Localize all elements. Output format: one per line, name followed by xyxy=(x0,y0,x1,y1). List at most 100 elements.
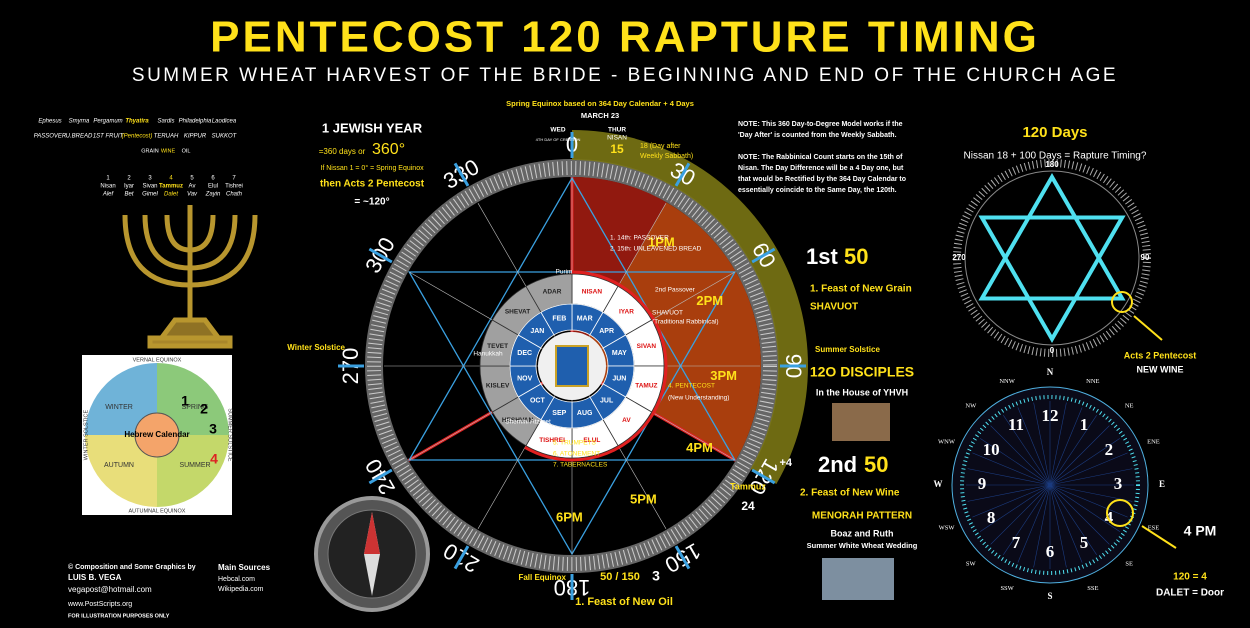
label: =360 days or xyxy=(319,147,366,156)
label: Dalet xyxy=(164,192,178,198)
label: 1 xyxy=(181,393,189,409)
label: SHAVUOT xyxy=(810,302,858,313)
label: 4. PENTECOST xyxy=(668,383,715,390)
label: SHEVAT xyxy=(505,308,530,315)
label: 90 xyxy=(1141,253,1150,262)
label: JAN xyxy=(530,328,544,335)
label: NW xyxy=(965,402,977,409)
label: Weekly Sabbath) xyxy=(640,153,693,160)
label: AV xyxy=(622,417,631,424)
label: 12 xyxy=(1042,406,1059,425)
label: 1st xyxy=(806,244,838,269)
label: LUIS B. VEGA xyxy=(68,573,122,582)
label: JUL xyxy=(600,397,614,404)
label: 4TH DAY OF CREATION xyxy=(536,137,581,142)
label: Winter Solstice xyxy=(287,343,345,352)
label: E xyxy=(1159,479,1165,489)
label: IYAR xyxy=(619,308,634,315)
label: APR xyxy=(599,328,614,335)
label: Nisan xyxy=(100,184,115,190)
label: AUG xyxy=(577,410,593,417)
label: MAR xyxy=(577,316,593,323)
label: NNE xyxy=(1086,378,1099,385)
label: AUTUMNAL EQUINOX xyxy=(129,508,186,514)
label: If Nissan 1 = 0° = Spring Equinox xyxy=(320,164,424,172)
label: Tammuz xyxy=(730,481,766,491)
label: 6 xyxy=(1046,542,1055,561)
label: 3 xyxy=(209,421,217,437)
label: Spring Equinox based on 364 Day Calendar… xyxy=(506,99,694,108)
label: NEW WINE xyxy=(1137,364,1184,374)
label: SW xyxy=(966,561,977,568)
label: 5PM xyxy=(630,492,657,507)
label: MARCH 23 xyxy=(581,111,619,120)
label: (New Understanding) xyxy=(668,395,729,402)
label: 4PM xyxy=(686,440,713,455)
label: GRAIN xyxy=(141,148,158,154)
label: +4 xyxy=(779,457,792,469)
label: 50 xyxy=(864,452,888,477)
label: 2nd xyxy=(818,452,857,477)
label: DEC xyxy=(517,350,532,357)
label: Purim xyxy=(556,269,573,276)
label: vegapost@hotmail.com xyxy=(68,585,152,594)
label: Main Sources xyxy=(218,563,271,572)
label: 'Day After' is counted from the Weekly S… xyxy=(738,132,897,139)
label: 10 xyxy=(983,440,1000,459)
label: Hebrew Calendar xyxy=(124,430,189,439)
label: KISLEV xyxy=(486,383,510,390)
label: S xyxy=(1047,591,1052,601)
label: WNW xyxy=(938,439,956,446)
label: NNW xyxy=(999,378,1015,385)
label: Alef xyxy=(102,192,115,198)
label: 24 xyxy=(741,499,755,513)
label: Zayin xyxy=(205,192,221,198)
label: that would be Rectified by the 364 Day C… xyxy=(738,176,906,183)
label: 120 = 4 xyxy=(1173,572,1207,583)
photo xyxy=(832,403,890,441)
label: 2. Feast of New Wine xyxy=(800,488,900,499)
label: Chath xyxy=(226,192,243,198)
label: 6. ATONEMENT xyxy=(553,451,600,458)
label: © Composition and Some Graphics by xyxy=(68,563,196,571)
label: Elul xyxy=(208,184,218,190)
label: NOV xyxy=(517,376,533,383)
emblem-inner xyxy=(556,346,588,386)
label: Ephesus xyxy=(38,119,61,125)
label: Sardis xyxy=(157,119,174,125)
label: SSE xyxy=(1087,585,1098,592)
page: PENTECOST 120 RAPTURE TIMINGSUMMER WHEAT… xyxy=(0,0,1250,628)
label: Fall Equinox xyxy=(518,573,566,582)
label: Nisan. The Day Difference will be a 4 Da… xyxy=(738,165,904,172)
label: SUMMER xyxy=(179,462,210,469)
label: 3PM xyxy=(710,368,737,383)
label: WINTER xyxy=(105,404,133,411)
label: NE xyxy=(1125,402,1134,409)
label: TERUAH xyxy=(154,134,179,140)
label: Hebcal.com xyxy=(218,576,255,583)
label: KIPPUR xyxy=(184,134,207,140)
label: OIL xyxy=(182,148,191,154)
label: VERNAL EQUINOX xyxy=(133,357,182,363)
label: WINTER SOLSTICE xyxy=(83,409,89,460)
label: 1 xyxy=(1080,415,1089,434)
label: 3 xyxy=(652,568,660,584)
label: Boaz and Ruth xyxy=(831,528,894,538)
label: Wikipedia.com xyxy=(218,586,264,593)
label: SEP xyxy=(552,410,566,417)
label: 4 xyxy=(210,451,218,467)
label: SE xyxy=(1125,561,1133,568)
label: 6PM xyxy=(556,509,583,524)
compass-icon xyxy=(316,498,428,610)
label: N xyxy=(1047,367,1054,377)
label: TAMUZ xyxy=(635,383,657,390)
label: 2 xyxy=(1105,440,1114,459)
label: Summer Solstice xyxy=(815,345,880,354)
label: OCT xyxy=(530,397,546,404)
photo xyxy=(822,558,894,600)
label: In the House of YHVH xyxy=(816,387,908,397)
label: (Traditional Rabbinical) xyxy=(652,319,719,326)
label: 2. 15th: UNLEAVENED BREAD xyxy=(610,246,702,253)
label: 1 JEWISH YEAR xyxy=(322,120,423,135)
label: 360° xyxy=(372,141,405,158)
